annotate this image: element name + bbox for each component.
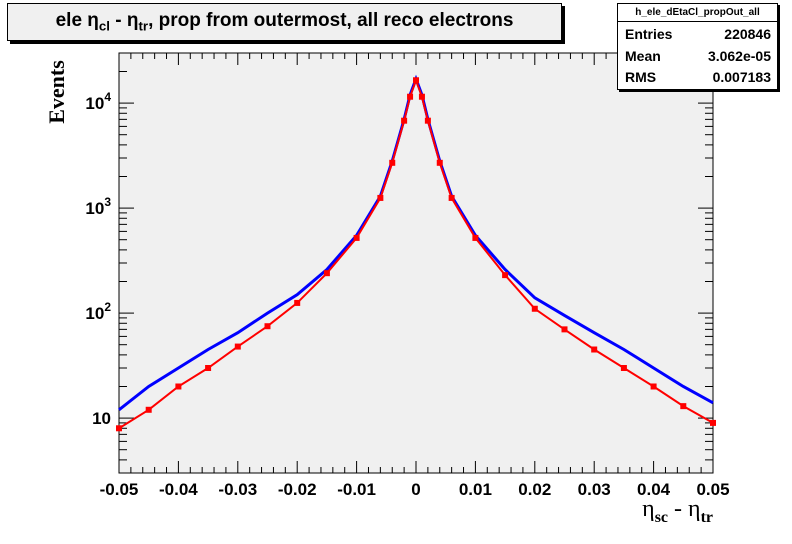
series-layer — [116, 74, 716, 432]
x-axis-label-sub: tr — [701, 509, 713, 526]
data-point — [175, 383, 182, 390]
y-tick-exponent: 3 — [104, 195, 111, 209]
x-axis-label-part: - η — [668, 496, 701, 522]
data-point — [424, 117, 431, 124]
data-point — [591, 346, 598, 353]
x-tick-label: -0.01 — [337, 480, 376, 499]
y-tick-base: 10 — [85, 94, 104, 113]
x-tick-label: 0.04 — [637, 480, 671, 499]
data-point — [448, 194, 455, 201]
y-tick-label: 102 — [85, 300, 111, 323]
stats-row-rms: RMS 0.007183 — [625, 69, 771, 89]
y-tick-label: 104 — [85, 90, 111, 113]
stats-box: h_ele_dEtaCl_propOut_all Entries 220846 … — [617, 3, 778, 90]
y-tick-exponent: 2 — [104, 300, 111, 314]
stats-value: 220846 — [724, 26, 771, 42]
data-point — [561, 326, 568, 333]
y-tick-base: 10 — [85, 199, 104, 218]
x-tick-label: 0.05 — [696, 480, 729, 499]
stats-key: Entries — [625, 26, 673, 42]
title-box: ele ηcl - ηtr, prop from outermost, all … — [7, 3, 562, 41]
y-axis-label: Events — [44, 60, 69, 124]
data-point — [264, 323, 271, 330]
data-point — [502, 272, 509, 279]
stats-key: Mean — [625, 48, 661, 64]
data-point — [294, 299, 301, 306]
stats-row-mean: Mean 3.062e-05 — [625, 48, 771, 68]
data-point — [377, 194, 384, 201]
stats-key: RMS — [625, 69, 657, 85]
data-point — [531, 305, 538, 312]
x-tick-label: -0.05 — [100, 480, 139, 499]
x-tick-label: -0.04 — [159, 480, 198, 499]
data-point — [436, 159, 443, 166]
data-point — [323, 270, 330, 277]
data-point — [650, 383, 657, 390]
stats-row-entries: Entries 220846 — [625, 26, 771, 46]
data-point — [389, 159, 396, 166]
x-axis-label-sub: sc — [655, 509, 668, 526]
x-axis-label: ηsc - ηtr — [642, 496, 713, 526]
chart-title: ele ηcl - ηtr, prop from outermost, all … — [55, 10, 514, 34]
data-point — [145, 406, 152, 413]
data-point — [401, 117, 408, 124]
labels-layer: -0.05 -0.04 -0.03 -0.02 -0.01 0 0.01 0.02 0.03 0.… — [44, 60, 730, 526]
x-tick-label: 0 — [411, 480, 420, 499]
y-tick-label: 10 — [92, 409, 111, 428]
y-tick-label: 103 — [85, 195, 111, 218]
y-tick-base: 10 — [85, 304, 104, 323]
x-tick-label: 0.01 — [459, 480, 492, 499]
histogram-name: h_ele_dEtaCl_propOut_all — [618, 5, 777, 22]
data-point — [680, 403, 687, 410]
x-tick-label: 0.03 — [578, 480, 611, 499]
data-point — [205, 365, 212, 371]
data-point — [413, 77, 419, 84]
data-point — [472, 234, 479, 241]
stats-value: 3.062e-05 — [707, 48, 771, 64]
data-point — [620, 365, 627, 371]
x-tick-label: 0.02 — [518, 480, 551, 499]
data-point — [116, 425, 122, 432]
data-point — [353, 234, 360, 241]
x-tick-label: -0.02 — [278, 480, 317, 499]
x-axis-label-part: η — [642, 496, 655, 522]
x-tick-label: -0.03 — [218, 480, 257, 499]
stats-value: 0.007183 — [712, 69, 771, 85]
data-point — [234, 343, 241, 350]
y-tick-exponent: 4 — [104, 90, 111, 104]
data-point — [407, 93, 414, 100]
plot-frame — [118, 52, 714, 474]
data-point — [710, 419, 716, 426]
data-point — [418, 93, 425, 100]
